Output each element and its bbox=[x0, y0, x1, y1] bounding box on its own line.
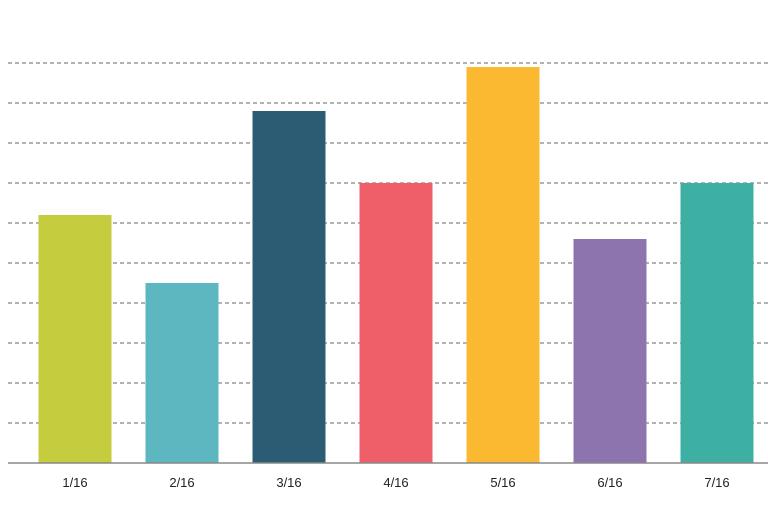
bar-3 bbox=[252, 111, 326, 463]
bar-5 bbox=[466, 67, 540, 463]
bar-4 bbox=[359, 183, 433, 463]
x-tick-labels: 1/16 2/16 3/16 4/16 5/16 6/16 7/16 bbox=[62, 475, 729, 490]
x-tick-label: 3/16 bbox=[276, 475, 301, 490]
x-tick-label: 1/16 bbox=[62, 475, 87, 490]
x-tick-label: 7/16 bbox=[704, 475, 729, 490]
x-tick-label: 4/16 bbox=[383, 475, 408, 490]
bar-7 bbox=[680, 183, 754, 463]
bar-6 bbox=[573, 239, 647, 463]
x-tick-label: 2/16 bbox=[169, 475, 194, 490]
x-tick-label: 5/16 bbox=[490, 475, 515, 490]
bar-1 bbox=[38, 215, 112, 463]
bars bbox=[38, 67, 754, 463]
x-tick-label: 6/16 bbox=[597, 475, 622, 490]
bar-2 bbox=[145, 283, 219, 463]
